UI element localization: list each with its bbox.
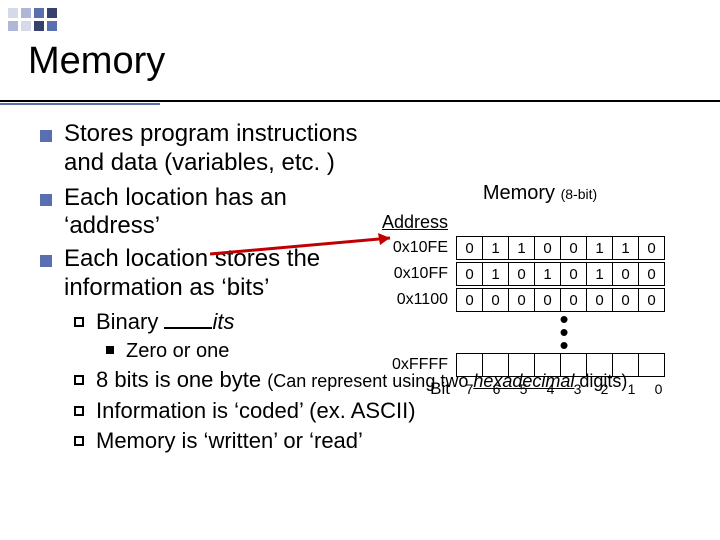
bullet-3d: Memory is ‘written’ or ‘read’ [74,428,700,454]
memory-ellipsis: ••• [456,313,672,352]
bit-cell: 0 [560,262,587,286]
bit-index: 0 [645,381,672,397]
bit-cell: 1 [482,236,509,260]
bit-index: 2 [591,381,618,397]
bullet-3a-suffix: its [212,309,234,334]
bit-cell [456,353,483,377]
bit-cell: 0 [534,288,561,312]
memory-header-row: Address [370,209,710,235]
bullet-1: Stores program instructions and data (va… [40,120,390,178]
bit-index: 1 [618,381,645,397]
bit-cell: 1 [586,236,613,260]
memory-cells: 0 1 0 1 0 1 0 0 [456,262,665,286]
bit-cell [560,353,587,377]
bit-cell: 0 [638,288,665,312]
bit-cell: 1 [508,236,535,260]
memory-cells [456,353,665,377]
bullet-hollow-square-icon [74,317,84,327]
bit-index: 3 [564,381,591,397]
bullet-square-icon [40,194,52,206]
title-underline [0,100,720,102]
bullet-3a-prefix: Binary [96,309,164,334]
bit-cell: 0 [456,236,483,260]
bullet-3c: Information is ‘coded’ (ex. ASCII) [74,398,700,424]
memory-address: 0xFFFF [370,356,456,374]
corner-decoration [8,8,57,31]
bit-cell: 0 [560,236,587,260]
bit-cell [612,353,639,377]
bit-index-row: Bit 7 6 5 4 3 2 1 0 [370,379,710,399]
bit-cell: 0 [482,288,509,312]
bit-index: 6 [483,381,510,397]
bit-cell: 0 [508,288,535,312]
bit-index: 4 [537,381,564,397]
memory-address: 0x1100 [370,291,456,309]
bullet-square-icon [40,255,52,267]
bit-index: 7 [456,381,483,397]
memory-diagram: Memory (8-bit) Address 0x10FE 0 1 1 0 0 … [370,182,710,399]
bit-cell: 1 [586,262,613,286]
bit-cell [638,353,665,377]
bullet-3b-prefix: 8 bits is one byte [96,367,261,392]
bit-cell: 1 [612,236,639,260]
bit-cell: 1 [534,262,561,286]
bit-cell: 0 [508,262,535,286]
memory-address: 0x10FF [370,265,456,283]
bit-cell: 0 [612,288,639,312]
bit-cell: 0 [456,262,483,286]
bullet-1-text: Stores program instructions and data (va… [64,120,390,178]
bullet-3a1-text: Zero or one [126,339,229,363]
memory-address: 0x10FE [370,239,456,257]
bit-cell: 0 [586,288,613,312]
memory-cells: 0 1 1 0 0 1 1 0 [456,236,665,260]
bit-cell [508,353,535,377]
memory-diagram-title: Memory (8-bit) [370,182,710,205]
bullet-3c-text: Information is ‘coded’ (ex. ASCII) [96,398,416,424]
bullet-hollow-square-icon [74,406,84,416]
memory-row: 0x10FE 0 1 1 0 0 1 1 0 [370,235,710,261]
memory-diagram-subtitle: (8-bit) [561,186,598,202]
bit-cell [586,353,613,377]
slide: Memory Stores program instructions and d… [0,0,720,540]
bit-cell: 0 [612,262,639,286]
bullet-3a-text: Binary its [96,309,234,335]
memory-row: 0x10FF 0 1 0 1 0 1 0 0 [370,261,710,287]
bit-label: Bit [370,379,456,399]
bit-cell: 1 [482,262,509,286]
address-header: Address [370,212,456,233]
bullet-square-icon [40,130,52,142]
bit-cell: 0 [638,236,665,260]
bullet-hollow-square-icon [74,436,84,446]
bit-cell: 0 [456,288,483,312]
bit-cell [534,353,561,377]
bit-cell: 0 [638,262,665,286]
memory-last-row: 0xFFFF [370,352,710,378]
bullet-3d-text: Memory is ‘written’ or ‘read’ [96,428,363,454]
bullet-hollow-square-icon [74,375,84,385]
blank-fill [164,309,212,329]
bit-cell: 0 [534,236,561,260]
slide-title: Memory [28,40,165,83]
bit-index: 5 [510,381,537,397]
bullet-small-square-icon [106,346,114,354]
memory-row: 0x1100 0 0 0 0 0 0 0 0 [370,287,710,313]
bit-cell [482,353,509,377]
